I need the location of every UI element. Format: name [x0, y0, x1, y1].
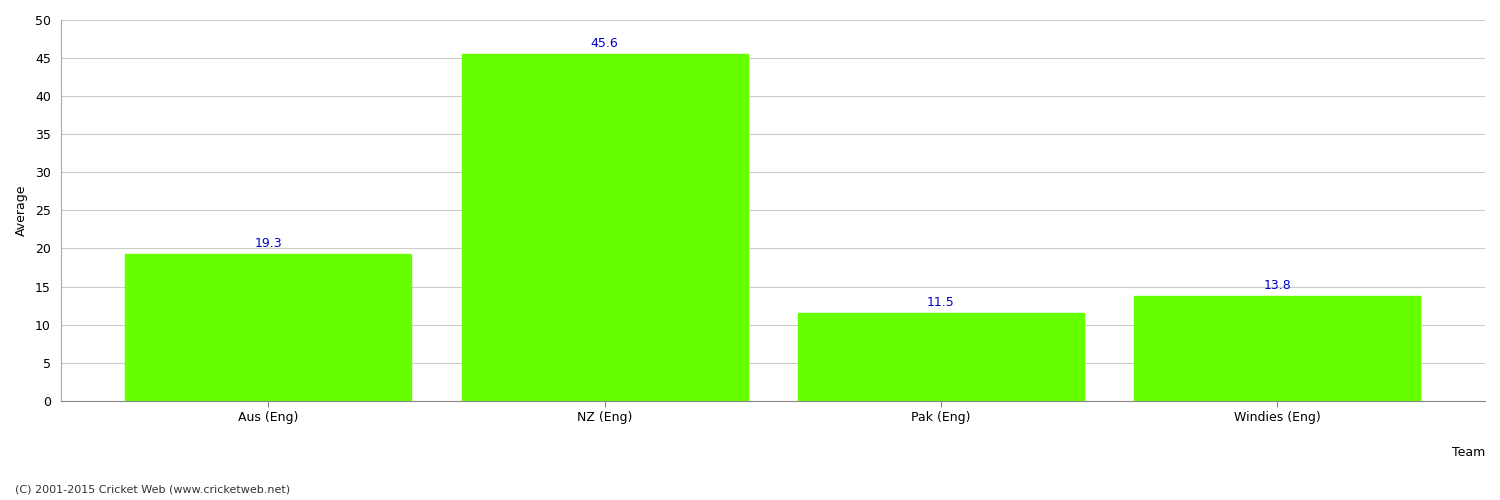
Text: 13.8: 13.8: [1263, 279, 1292, 292]
Text: 45.6: 45.6: [591, 36, 618, 50]
Text: (C) 2001-2015 Cricket Web (www.cricketweb.net): (C) 2001-2015 Cricket Web (www.cricketwe…: [15, 485, 290, 495]
Y-axis label: Average: Average: [15, 184, 28, 236]
Bar: [126, 254, 411, 401]
Text: 11.5: 11.5: [927, 296, 956, 310]
Text: 19.3: 19.3: [255, 237, 282, 250]
Bar: [462, 54, 747, 401]
Bar: [1134, 296, 1420, 401]
Bar: [798, 313, 1084, 401]
Text: Team: Team: [1452, 446, 1485, 460]
